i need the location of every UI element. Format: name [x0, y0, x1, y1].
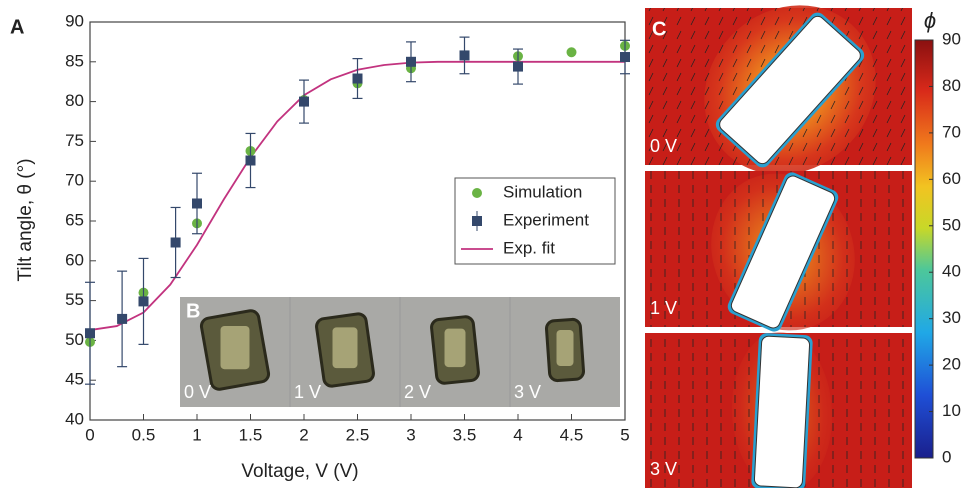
y-tick-label: 40 [65, 409, 84, 428]
y-tick-label: 90 [65, 11, 84, 30]
legend-label: Simulation [503, 182, 582, 201]
crystal-face [444, 328, 466, 368]
y-tick-label: 60 [65, 250, 84, 269]
panel-label: A [10, 16, 24, 38]
colorbar-tick-label: 30 [942, 308, 961, 327]
colorbar-tick-label: 80 [942, 76, 961, 95]
x-tick-label: 4 [513, 425, 522, 444]
x-tick-label: 0 [85, 425, 94, 444]
colorbar-tick-label: 40 [942, 262, 961, 281]
experiment-point [245, 155, 256, 166]
experiment-point [192, 198, 202, 209]
colorbar-tick-label: 60 [942, 169, 961, 188]
legend-label: Experiment [503, 210, 589, 229]
experiment-point [352, 73, 363, 84]
x-axis-label: Voltage, V (V) [241, 461, 358, 482]
crystal-face [332, 327, 358, 369]
x-tick-label: 4.5 [560, 425, 584, 444]
colorbar-tick-label: 90 [942, 29, 961, 48]
colorbar-title: ϕ [924, 8, 936, 33]
colorbar [914, 39, 934, 459]
field-frame-label: 3 V [650, 459, 677, 479]
y-tick-label: 65 [65, 210, 84, 229]
inset-frame-label: 2 V [404, 382, 431, 402]
inset-label: B [186, 300, 200, 322]
y-tick-label: 55 [65, 290, 84, 309]
colorbar-tick-label: 50 [942, 215, 961, 234]
panel-c-label: C [652, 18, 666, 40]
particle [719, 15, 861, 165]
colorbar-tick-label: 0 [942, 447, 951, 466]
colorbar-tick-label: 10 [942, 401, 961, 420]
experiment-point [459, 50, 470, 61]
experiment-point [513, 61, 523, 72]
y-tick-label: 85 [65, 51, 84, 70]
field-frame-label: 0 V [650, 136, 677, 156]
particle [730, 175, 836, 329]
experiment-point [299, 96, 309, 107]
particle [753, 335, 811, 488]
legend-label: Exp. fit [503, 238, 555, 257]
inset-b: B 0 V 1 V 2 V 3 V [180, 297, 620, 407]
y-tick-label: 80 [65, 91, 84, 110]
x-tick-label: 2.5 [346, 425, 370, 444]
x-tick-label: 3 [406, 425, 415, 444]
legend-marker [472, 216, 482, 226]
y-tick-label: 50 [65, 330, 84, 349]
x-tick-label: 1 [192, 425, 201, 444]
inset-frame-label: 3 V [514, 382, 541, 402]
experiment-point [170, 237, 181, 248]
x-tick-label: 3.5 [453, 425, 477, 444]
legend-marker [472, 188, 482, 198]
colorbar-tick-label: 20 [942, 355, 961, 374]
x-tick-label: 1.5 [239, 425, 263, 444]
crystal-face [556, 330, 574, 366]
inset-frame-label: 1 V [294, 382, 321, 402]
y-tick-label: 45 [65, 370, 84, 389]
y-tick-label: 75 [65, 131, 84, 150]
experiment-point [406, 56, 416, 67]
y-axis-label: Tilt angle, θ (°) [15, 158, 36, 281]
inset-frame-label: 0 V [184, 382, 211, 402]
fit-line [89, 60, 625, 331]
x-tick-label: 5 [620, 425, 629, 444]
simulation-point [566, 47, 577, 58]
y-tick-label: 70 [65, 171, 84, 190]
experiment-point [138, 296, 149, 307]
x-tick-label: 2 [299, 425, 308, 444]
crystal-face [220, 326, 250, 370]
experiment-point [620, 52, 630, 63]
experiment-point [117, 313, 128, 324]
x-tick-label: 0.5 [132, 425, 156, 444]
panel-c: 0 V 1 V 3 V [645, 5, 912, 488]
colorbar-tick-label: 70 [942, 122, 961, 141]
field-frame-label: 1 V [650, 298, 677, 318]
experiment-point [85, 328, 95, 339]
